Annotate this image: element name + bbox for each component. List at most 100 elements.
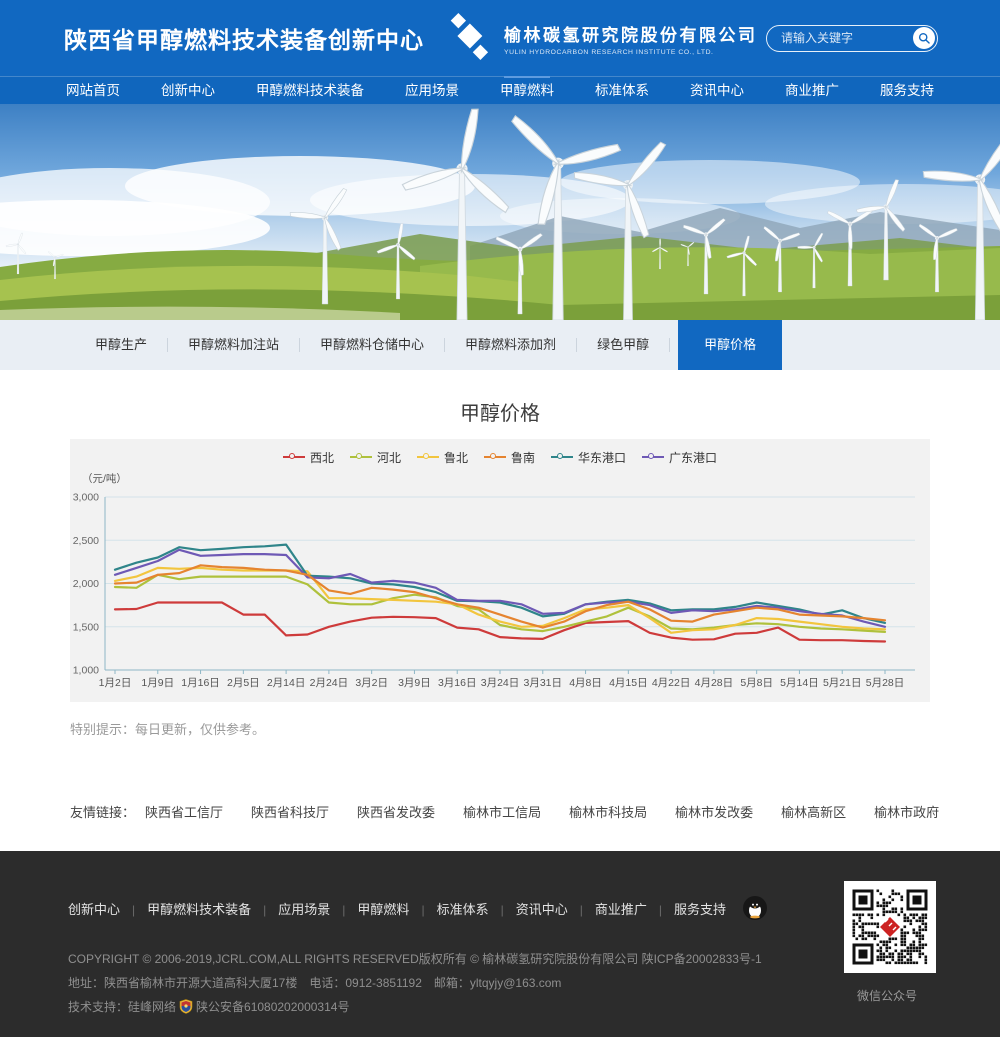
footer-nav-item[interactable]: 应用场景 bbox=[278, 899, 357, 918]
nav-item[interactable]: 应用场景 bbox=[405, 83, 459, 98]
friend-link[interactable]: 陕西省发改委 bbox=[357, 805, 436, 820]
nav-item[interactable]: 甲醇燃料技术装备 bbox=[256, 83, 364, 98]
legend-marker-icon bbox=[282, 452, 305, 459]
legend-marker-icon bbox=[349, 452, 372, 459]
svg-text:3月16日: 3月16日 bbox=[438, 677, 477, 689]
svg-text:4月28日: 4月28日 bbox=[695, 677, 734, 689]
wechat-label: 微信公众号 bbox=[856, 989, 917, 1003]
support-line: 技术支持：硅峰网络 陕公安备61080202000314号 bbox=[68, 999, 350, 1014]
nav-item[interactable]: 商业推广 bbox=[785, 83, 839, 98]
footer-nav-item[interactable]: 商业推广 bbox=[595, 899, 674, 918]
footer-nav-item[interactable]: 服务支持 bbox=[673, 901, 726, 917]
nav-item[interactable]: 服务支持 bbox=[880, 83, 934, 98]
svg-text:4月8日: 4月8日 bbox=[569, 677, 602, 689]
footer-copyright-block: COPYRIGHT © 2006-2019,JCRL.COM,ALL RIGHT… bbox=[68, 947, 930, 1019]
company-name: 榆林碳氢研究院股份有限公司 bbox=[504, 25, 758, 45]
search-icon bbox=[918, 32, 930, 44]
legend-marker-icon bbox=[642, 452, 665, 459]
nav-item[interactable]: 资讯中心 bbox=[690, 83, 744, 98]
subnav-tab[interactable]: 甲醇燃料仓储中心 bbox=[300, 338, 446, 352]
subnav-tab[interactable]: 甲醇生产 bbox=[75, 338, 169, 352]
svg-text:5月8日: 5月8日 bbox=[740, 677, 773, 689]
footer-nav-item[interactable]: 甲醇燃料 bbox=[357, 899, 436, 918]
legend-label: 华东港口 bbox=[578, 450, 627, 465]
wind-farm-illustration bbox=[0, 104, 1000, 320]
nav-item[interactable]: 标准体系 bbox=[595, 83, 649, 98]
subnav-tab[interactable]: 甲醇价格 bbox=[678, 320, 783, 370]
svg-text:2月14日: 2月14日 bbox=[267, 677, 306, 689]
company-name-en: YULIN HYDROCARBON RESEARCH INSTITUTE CO.… bbox=[504, 48, 714, 56]
svg-text:3月2日: 3月2日 bbox=[355, 677, 388, 689]
legend-item[interactable]: 西北 bbox=[282, 449, 334, 466]
friend-link[interactable]: 陕西省科技厅 bbox=[251, 805, 330, 820]
site-title: 陕西省甲醇燃料技术装备创新中心 bbox=[64, 27, 424, 53]
main-nav: 网站首页 创新中心 甲醇燃料技术装备 应用场景 甲醇燃料 标准体系 资讯中心 商业推广 服务支持 bbox=[0, 76, 1000, 104]
chart-legend: 西北 河北 鲁北 鲁南 华东港口 广东港口 bbox=[70, 447, 930, 467]
footer-nav-item[interactable]: 创新中心 bbox=[68, 899, 147, 918]
svg-text:2月5日: 2月5日 bbox=[227, 677, 260, 689]
subnav: 甲醇生产 甲醇燃料加注站 甲醇燃料仓储中心 甲醇燃料添加剂 绿色甲醇 甲醇价格 bbox=[0, 320, 1000, 370]
search-button[interactable] bbox=[913, 27, 935, 49]
legend-label: 广东港口 bbox=[669, 450, 718, 465]
subnav-tab[interactable]: 甲醇燃料加注站 bbox=[168, 338, 301, 352]
footer-nav-item[interactable]: 甲醇燃料技术装备 bbox=[147, 899, 278, 918]
site-header: 陕西省甲醇燃料技术装备创新中心 榆林碳氢研究院股份有限公司 YULIN HYDR… bbox=[0, 0, 1000, 76]
friend-link[interactable]: 榆林市政府 bbox=[874, 805, 940, 820]
svg-text:1月16日: 1月16日 bbox=[181, 677, 220, 689]
svg-text:3,000: 3,000 bbox=[73, 492, 99, 504]
qq-icon[interactable] bbox=[742, 895, 768, 921]
svg-text:3月9日: 3月9日 bbox=[398, 677, 431, 689]
friend-link[interactable]: 榆林高新区 bbox=[781, 805, 847, 820]
svg-text:3月24日: 3月24日 bbox=[481, 677, 520, 689]
svg-text:1,500: 1,500 bbox=[73, 621, 99, 633]
svg-text:5月21日: 5月21日 bbox=[823, 677, 862, 689]
page-title: 甲醇价格 bbox=[460, 403, 540, 425]
police-badge-icon bbox=[179, 999, 193, 1014]
hero-image bbox=[0, 104, 1000, 320]
legend-marker-icon bbox=[484, 452, 506, 459]
address-line: 地址：陕西省榆林市开源大道高科大厦17楼 电话：0912-3851192 邮箱：… bbox=[68, 976, 562, 990]
main-content: 甲醇价格 西北 河北 鲁北 鲁南 华东港口 广东港口 （元/吨） 3,000 2,500 2,0… bbox=[0, 397, 1000, 851]
friend-link[interactable]: 榆林市发改委 bbox=[675, 805, 754, 820]
search-box[interactable] bbox=[766, 24, 938, 52]
qr-card bbox=[844, 881, 936, 973]
nav-item[interactable]: 网站首页 bbox=[66, 83, 120, 98]
legend-label: 西北 bbox=[309, 450, 334, 465]
legend-label: 鲁南 bbox=[511, 450, 536, 465]
price-chart: 西北 河北 鲁北 鲁南 华东港口 广东港口 （元/吨） 3,000 2,500 2,000 1,5… bbox=[70, 439, 930, 702]
legend-marker-icon bbox=[416, 452, 439, 459]
subnav-tab[interactable]: 绿色甲醇 bbox=[577, 338, 671, 352]
legend-item[interactable]: 河北 bbox=[349, 449, 401, 466]
subnav-tab[interactable]: 甲醇燃料添加剂 bbox=[445, 338, 578, 352]
legend-marker-icon bbox=[551, 452, 574, 459]
legend-item[interactable]: 鲁北 bbox=[416, 449, 468, 466]
update-tip: 特别提示：每日更新，仅供参考。 bbox=[70, 722, 266, 737]
legend-item[interactable]: 鲁南 bbox=[484, 449, 535, 466]
svg-text:2,500: 2,500 bbox=[73, 535, 99, 547]
svg-text:（元/吨）: （元/吨） bbox=[82, 472, 127, 485]
footer-nav-item[interactable]: 标准体系 bbox=[437, 899, 516, 918]
svg-text:5月14日: 5月14日 bbox=[780, 677, 819, 689]
svg-text:2月24日: 2月24日 bbox=[310, 677, 349, 689]
svg-text:4月15日: 4月15日 bbox=[609, 677, 648, 689]
company-logo-icon bbox=[444, 11, 490, 66]
svg-text:1月2日: 1月2日 bbox=[99, 677, 132, 689]
legend-label: 鲁北 bbox=[443, 450, 468, 465]
svg-text:2,000: 2,000 bbox=[73, 578, 99, 590]
friend-link[interactable]: 榆林市工信局 bbox=[463, 805, 542, 820]
nav-item[interactable]: 创新中心 bbox=[161, 83, 215, 98]
friend-link[interactable]: 榆林市科技局 bbox=[569, 805, 648, 820]
friend-link[interactable]: 陕西省工信厅 bbox=[145, 805, 224, 820]
nav-item[interactable]: 甲醇燃料 bbox=[500, 76, 554, 104]
search-input[interactable] bbox=[781, 31, 913, 45]
footer-nav-item[interactable]: 资讯中心 bbox=[516, 899, 595, 918]
legend-item[interactable]: 广东港口 bbox=[642, 449, 717, 466]
legend-item[interactable]: 华东港口 bbox=[551, 449, 626, 466]
qr-code bbox=[848, 885, 932, 969]
svg-text:1,000: 1,000 bbox=[73, 665, 99, 677]
company-name-block: 榆林碳氢研究院股份有限公司 YULIN HYDROCARBON RESEARCH… bbox=[504, 21, 758, 56]
copyright-line: COPYRIGHT © 2006-2019,JCRL.COM,ALL RIGHT… bbox=[68, 952, 762, 966]
